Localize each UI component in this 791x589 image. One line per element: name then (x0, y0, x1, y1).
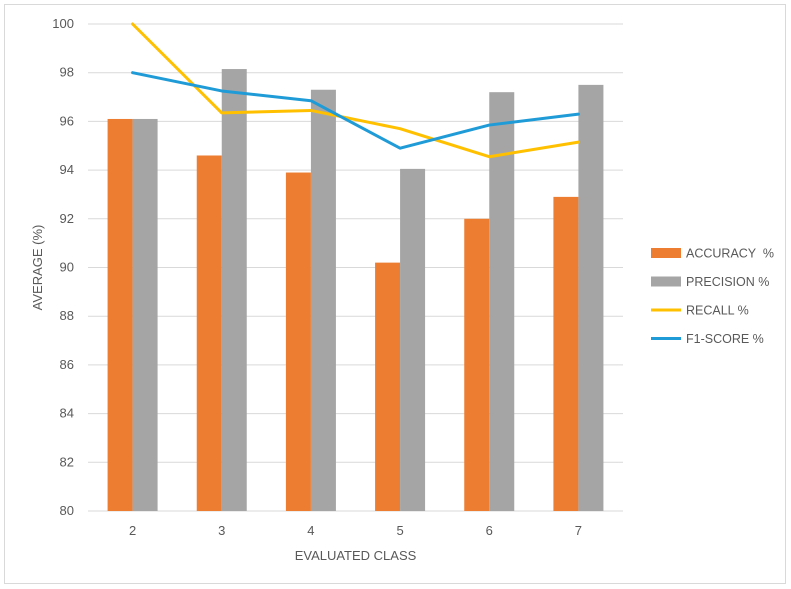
y-tick-label: 84 (60, 406, 74, 421)
y-tick-label: 92 (60, 211, 74, 226)
bar-precision-5 (400, 168, 426, 511)
bar-accuracy-6 (464, 218, 490, 512)
y-tick-label: 80 (60, 503, 74, 518)
x-tick-label: 7 (575, 523, 582, 538)
bar-precision-3 (221, 69, 247, 512)
y-tick-label: 96 (60, 113, 74, 128)
y-axis-title: AVERAGE (%) (30, 225, 45, 311)
bar-accuracy-2 (107, 118, 133, 511)
x-tick-label: 2 (129, 523, 136, 538)
grid-lines (88, 23, 623, 512)
bar-accuracy-5 (375, 262, 401, 511)
line-f1-score (131, 71, 580, 150)
x-tick-label: 3 (218, 523, 225, 538)
legend: ACCURACY % PRECISION % RECALL % F1-SCORE % (651, 247, 774, 346)
legend-label: RECALL % (686, 304, 749, 318)
y-tick-label: 88 (60, 308, 74, 323)
y-tick-label: 98 (60, 65, 74, 80)
legend-label: F1-SCORE % (686, 332, 764, 346)
y-tick-label: 82 (60, 454, 74, 469)
bar-accuracy-7 (553, 196, 579, 511)
series-lines (131, 22, 580, 159)
y-tick-label: 94 (60, 162, 74, 177)
x-tick-label: 4 (307, 523, 314, 538)
bar-precision-7 (578, 84, 604, 511)
legend-swatch (651, 248, 681, 258)
legend-label: PRECISION % (686, 275, 769, 289)
x-axis-title: EVALUATED CLASS (295, 548, 417, 563)
x-tick-labels: 2 3 4 5 6 7 (129, 523, 582, 538)
y-tick-labels: 80 82 84 86 88 90 92 94 96 98 100 (52, 16, 74, 518)
y-tick-label: 86 (60, 357, 74, 372)
x-tick-label: 6 (486, 523, 493, 538)
bar-precision-6 (489, 92, 515, 512)
bar-precision-2 (132, 118, 158, 511)
bars (107, 69, 604, 512)
bar-accuracy-4 (285, 172, 311, 511)
bar-accuracy-3 (196, 155, 222, 512)
legend-swatch (651, 276, 681, 287)
bar-precision-4 (310, 89, 336, 512)
y-tick-label: 100 (52, 16, 74, 31)
x-tick-label: 5 (396, 523, 403, 538)
legend-label: ACCURACY % (686, 247, 774, 261)
line-recall (131, 22, 580, 159)
y-tick-label: 90 (60, 260, 74, 275)
